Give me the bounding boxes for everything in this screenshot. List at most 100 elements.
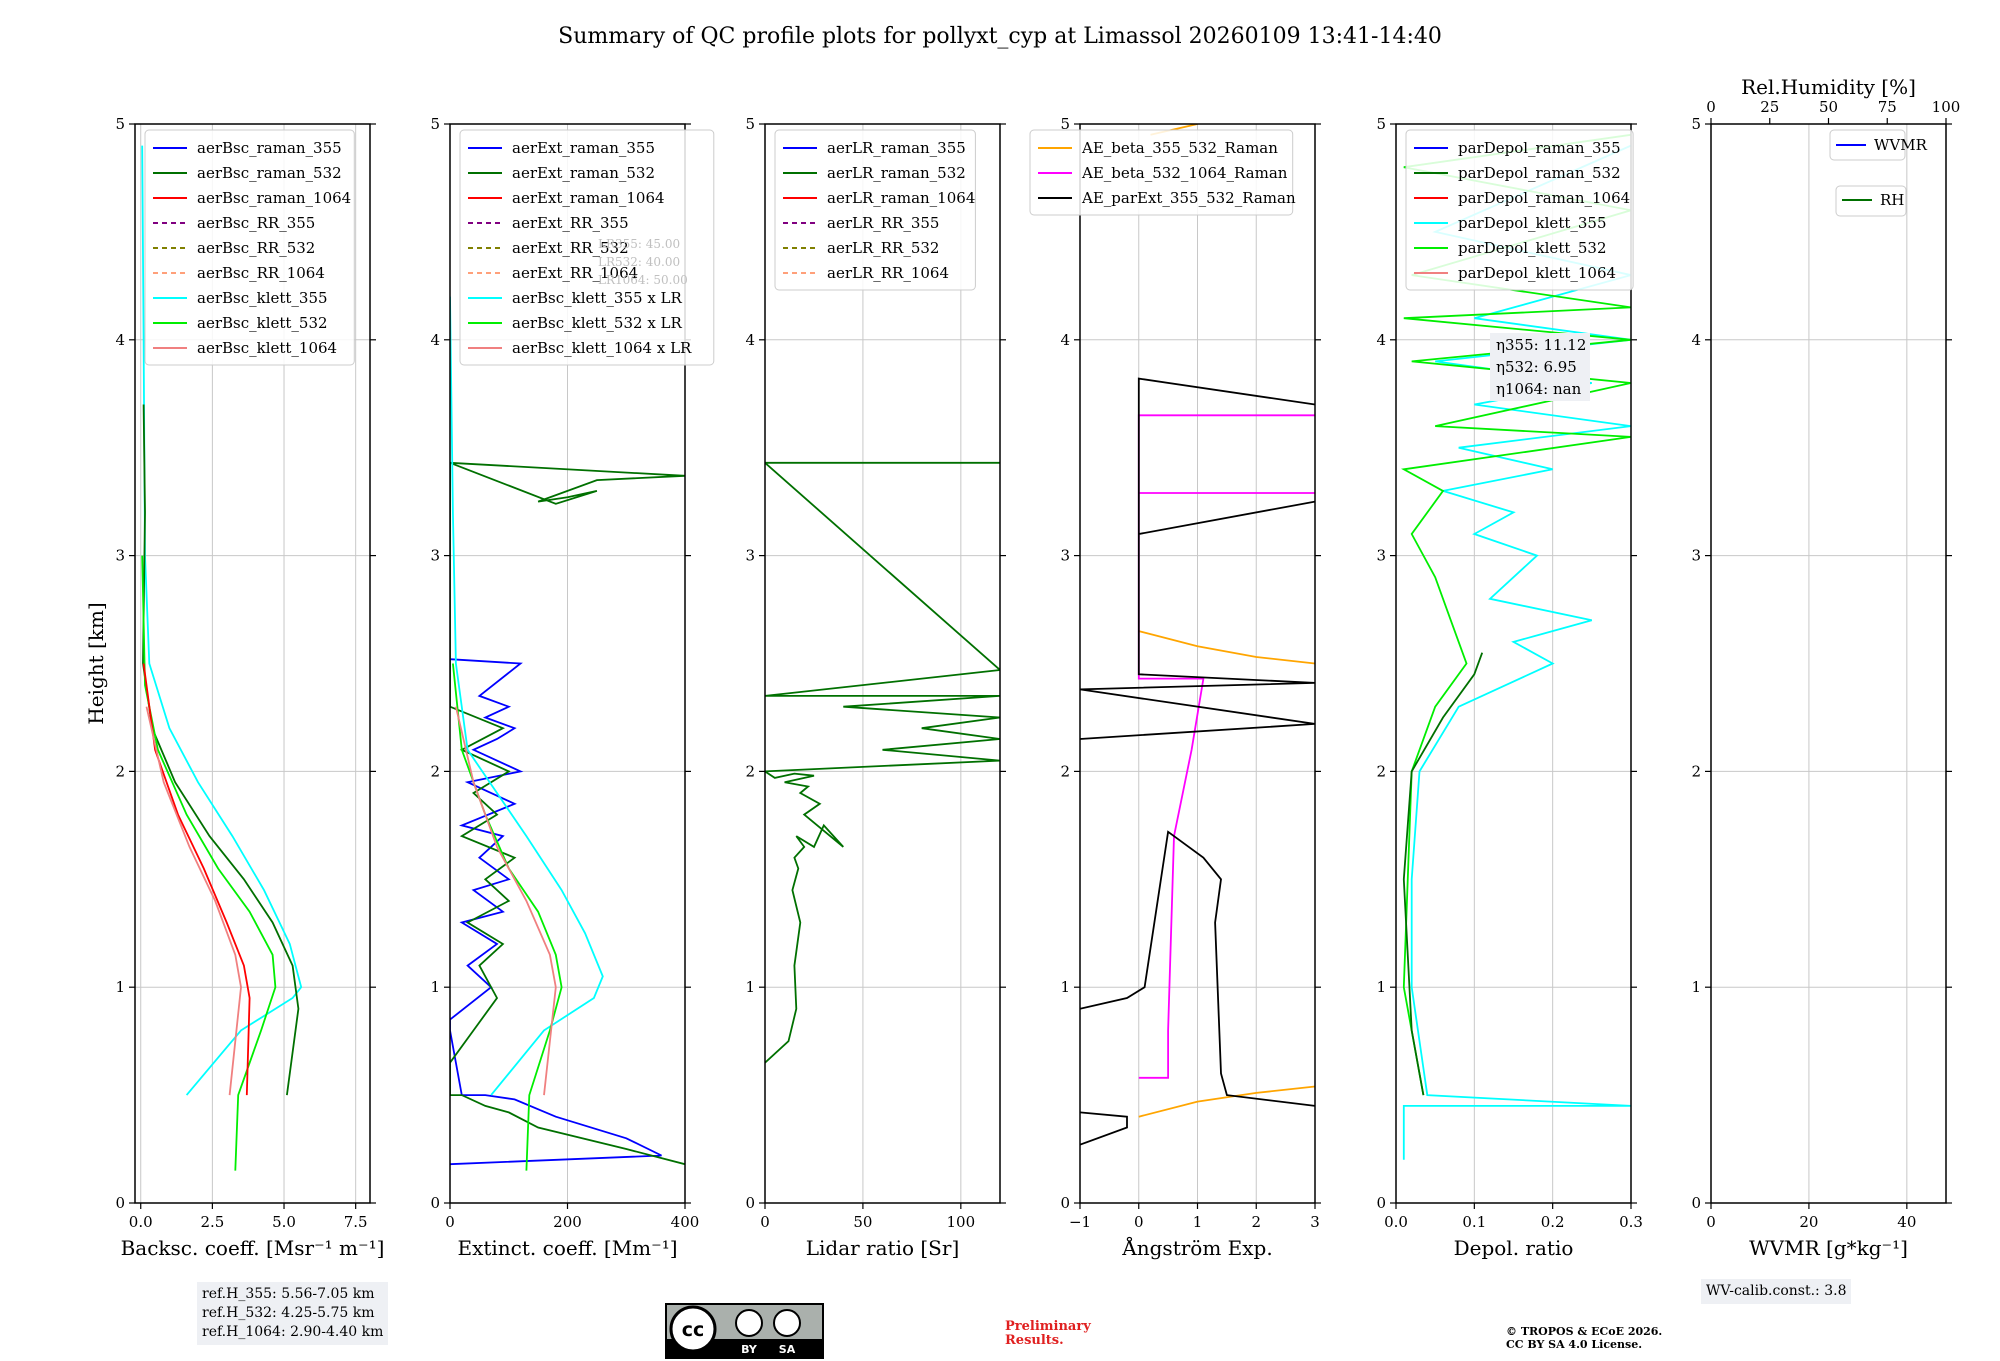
legend-label: aerExt_raman_355: [512, 139, 655, 157]
tick-label-y: 4: [1060, 331, 1070, 349]
tick-label-top: 0: [1706, 98, 1716, 116]
series-line-aerBsc_klett_532: [141, 555, 277, 1171]
x-axis-label: Backsc. coeff. [Msr⁻¹ m⁻¹]: [121, 1236, 385, 1260]
tick-label-y: 2: [115, 762, 125, 780]
series-line-AE_beta_355_532_Raman: [1138, 1085, 1315, 1118]
tick-label-x: 400: [671, 1213, 700, 1231]
legend-label: aerBsc_klett_355 x LR: [512, 289, 683, 307]
legend-label: aerBsc_klett_1064 x LR: [512, 339, 692, 357]
tick-label-x: 5.0: [272, 1213, 296, 1231]
x-axis-label: WVMR [g*kg⁻¹]: [1749, 1236, 1908, 1260]
lr-note: LR355: 45.00: [598, 237, 680, 251]
legend: aerLR_raman_355 aerLR_raman_532 aerLR_rama…: [774, 129, 976, 291]
top-axis-label: Rel.Humidity [%]: [1741, 75, 1916, 99]
legend-label: parDepol_klett_532: [1458, 239, 1607, 257]
panel-ext: 0 200 400 0 1 2 3 4 5 Extinct. coeff. [Mm⁻¹] aerEx…: [430, 115, 715, 1260]
tick-label-x: 0.0: [129, 1213, 153, 1231]
tick-label-y: 0: [745, 1194, 755, 1212]
tick-label-y: 1: [745, 978, 755, 996]
tick-label-y: 3: [1376, 547, 1386, 565]
x-axis-label: Depol. ratio: [1454, 1236, 1574, 1260]
tick-label-x: 40: [1897, 1213, 1916, 1231]
tick-label-y: 4: [1376, 331, 1386, 349]
legend-label: aerLR_raman_1064: [827, 189, 975, 207]
lr-note: LR532: 40.00: [598, 255, 680, 269]
legend-label: WVMR: [1874, 136, 1928, 154]
tick-label-x: 50: [853, 1213, 872, 1231]
legend-label: parDepol_raman_1064: [1458, 189, 1630, 207]
series-group: [1080, 124, 1315, 1146]
axes-frame: [1079, 123, 1316, 1204]
panel-bsc: 0.0 2.5 5.0 7.5 0 1 2 3 4 5 Backsc. coeff. [Msr⁻¹ …: [84, 115, 384, 1260]
cc-logo-text: cc: [682, 1319, 705, 1341]
legend-label: aerLR_RR_1064: [827, 264, 949, 282]
legend-label: aerLR_RR_532: [827, 239, 939, 257]
legend-label: aerBsc_klett_1064: [197, 339, 337, 357]
legend-label: AE_beta_355_532_Raman: [1081, 139, 1278, 157]
lr-note: LR1064: 50.00: [598, 273, 688, 287]
series-line-aerBsc_klett_1064 x LR: [455, 706, 557, 1096]
tick-label-y: 0: [1376, 1194, 1386, 1212]
refh-1064: ref.H_1064: 2.90-4.40 km: [202, 1324, 384, 1340]
tick-label-y: 3: [430, 547, 440, 565]
wv-calib-text: WV-calib.const.: 3.8: [1706, 1283, 1847, 1299]
legend-box: [1829, 129, 1906, 161]
legend: parDepol_raman_355 parDepol_raman_532 parD…: [1405, 129, 1634, 291]
legend-label: aerBsc_raman_1064: [197, 189, 351, 207]
axes-frame: [134, 123, 371, 1204]
series-line-AE_parExt_355_532_Raman: [1080, 830, 1315, 1107]
legend: WVMR RH: [1829, 129, 1928, 217]
cc-license-badge: cc BY SA: [665, 1303, 824, 1359]
axes-frame: [1710, 123, 1947, 1204]
eta-note: η532: 6.95: [1496, 358, 1577, 376]
legend-label: aerExt_raman_532: [512, 164, 655, 182]
tick-label-y: 5: [115, 115, 125, 133]
tick-label-x: 7.5: [344, 1213, 368, 1231]
series-line-aerBsc_klett_1064: [145, 706, 242, 1096]
legend-label: aerBsc_RR_355: [197, 214, 315, 232]
series-line-parDepol_klett_355: [1402, 144, 1631, 1160]
axes-frame: [764, 123, 1001, 1204]
cc-by-text: BY: [741, 1343, 758, 1356]
tick-label-x: 0.0: [1384, 1213, 1408, 1231]
tick-label-y: 5: [1060, 115, 1070, 133]
x-axis-label: Lidar ratio [Sr]: [806, 1236, 960, 1260]
preliminary-label: Preliminary Results.: [1005, 1320, 1091, 1348]
eta-note: η1064: nan: [1496, 380, 1582, 398]
tick-label-y: 5: [1376, 115, 1386, 133]
legend-label: aerExt_RR_355: [512, 214, 629, 232]
legend-box: [144, 129, 355, 366]
series-line-aerExt_raman_355: [450, 658, 662, 1166]
legend-label: AE_parExt_355_532_Raman: [1081, 189, 1296, 207]
refh-355: ref.H_355: 5.56-7.05 km: [202, 1286, 375, 1302]
tick-label-y: 0: [1691, 1194, 1701, 1212]
tick-label-x: 0.2: [1541, 1213, 1565, 1231]
series-group: [765, 461, 1000, 1064]
series-line-aerBsc_klett_355 x LR: [450, 296, 604, 1096]
cc-sa-text: SA: [779, 1343, 796, 1356]
refh-note: ref.H_355: 5.56-7.05 km ref.H_532: 4.25-…: [197, 1282, 389, 1345]
series-line-AE_parExt_355_532_Raman: [1080, 377, 1315, 740]
legend-label: aerLR_raman_532: [827, 164, 966, 182]
series-line-AE_beta_355_532_Raman: [1138, 630, 1315, 665]
legend-label: aerExt_raman_1064: [512, 189, 665, 207]
legend-label: aerBsc_klett_355: [197, 289, 328, 307]
legend-label: aerBsc_klett_532 x LR: [512, 314, 683, 332]
tick-label-x: 0: [760, 1213, 770, 1231]
tick-label-x: 20: [1799, 1213, 1818, 1231]
tick-label-top: 25: [1760, 98, 1779, 116]
tick-label-x: 0.1: [1462, 1213, 1486, 1231]
tick-label-x: −1: [1069, 1213, 1091, 1231]
tick-label-y: 4: [745, 331, 755, 349]
tick-label-y: 5: [745, 115, 755, 133]
series-line-aerExt_raman_532: [450, 461, 685, 1166]
legend-label: aerBsc_RR_532: [197, 239, 315, 257]
legend-label: parDepol_klett_355: [1458, 214, 1607, 232]
tick-label-x: 1: [1193, 1213, 1203, 1231]
legend-box: [1029, 129, 1294, 216]
tick-label-x: 0: [1134, 1213, 1144, 1231]
tick-label-y: 4: [430, 331, 440, 349]
preliminary-line2: Results.: [1005, 1333, 1064, 1348]
axes-frame: [449, 123, 686, 1204]
